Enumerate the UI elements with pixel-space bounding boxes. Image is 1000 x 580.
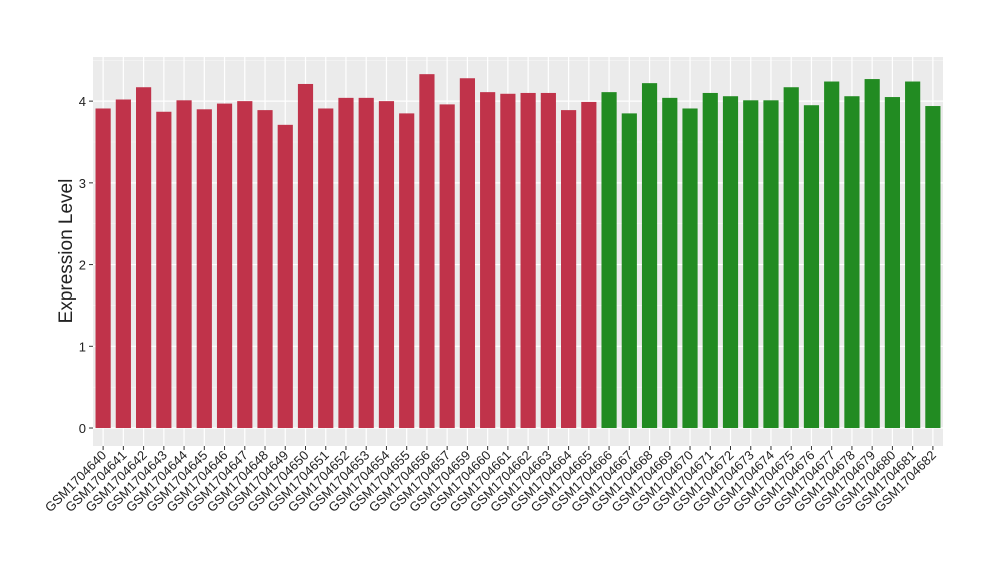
bar	[884, 97, 900, 429]
y-tick-label: 3	[79, 176, 86, 191]
bar	[844, 96, 860, 429]
bar	[682, 108, 698, 429]
y-tick-label: 1	[79, 339, 86, 354]
bar	[581, 101, 597, 429]
bar	[621, 113, 637, 429]
bar	[480, 92, 496, 429]
bar	[561, 110, 577, 429]
bar	[540, 92, 556, 429]
bar	[783, 87, 799, 429]
bar	[358, 97, 374, 429]
y-tick-label: 4	[79, 94, 86, 109]
y-tick-label: 0	[79, 421, 86, 436]
bar	[115, 99, 131, 429]
bar	[925, 106, 941, 429]
bar	[702, 92, 718, 429]
bar	[277, 124, 293, 429]
bar	[378, 101, 395, 429]
bar	[722, 96, 739, 429]
bar	[95, 108, 111, 429]
bar	[520, 92, 536, 429]
bar	[601, 92, 617, 429]
bar	[824, 81, 840, 429]
bar	[196, 109, 212, 429]
bar	[763, 100, 779, 429]
bar	[297, 83, 314, 429]
bar	[338, 97, 354, 429]
bar	[216, 103, 233, 429]
bar	[662, 97, 678, 429]
bar	[439, 104, 455, 429]
bar	[399, 113, 415, 429]
bar	[803, 105, 820, 429]
bar	[459, 78, 475, 429]
bar	[136, 87, 152, 429]
bar	[237, 101, 253, 429]
bar	[905, 81, 921, 429]
bar	[500, 93, 516, 429]
bar	[176, 100, 192, 429]
y-axis-title: Expression Level	[56, 179, 77, 324]
bar	[419, 74, 435, 429]
bar	[743, 100, 759, 429]
plot-panel	[93, 57, 943, 446]
bar	[641, 83, 658, 429]
bar	[864, 79, 880, 429]
bar	[156, 111, 172, 429]
y-tick-label: 2	[79, 258, 86, 273]
bar	[318, 108, 334, 429]
bar	[257, 110, 273, 429]
